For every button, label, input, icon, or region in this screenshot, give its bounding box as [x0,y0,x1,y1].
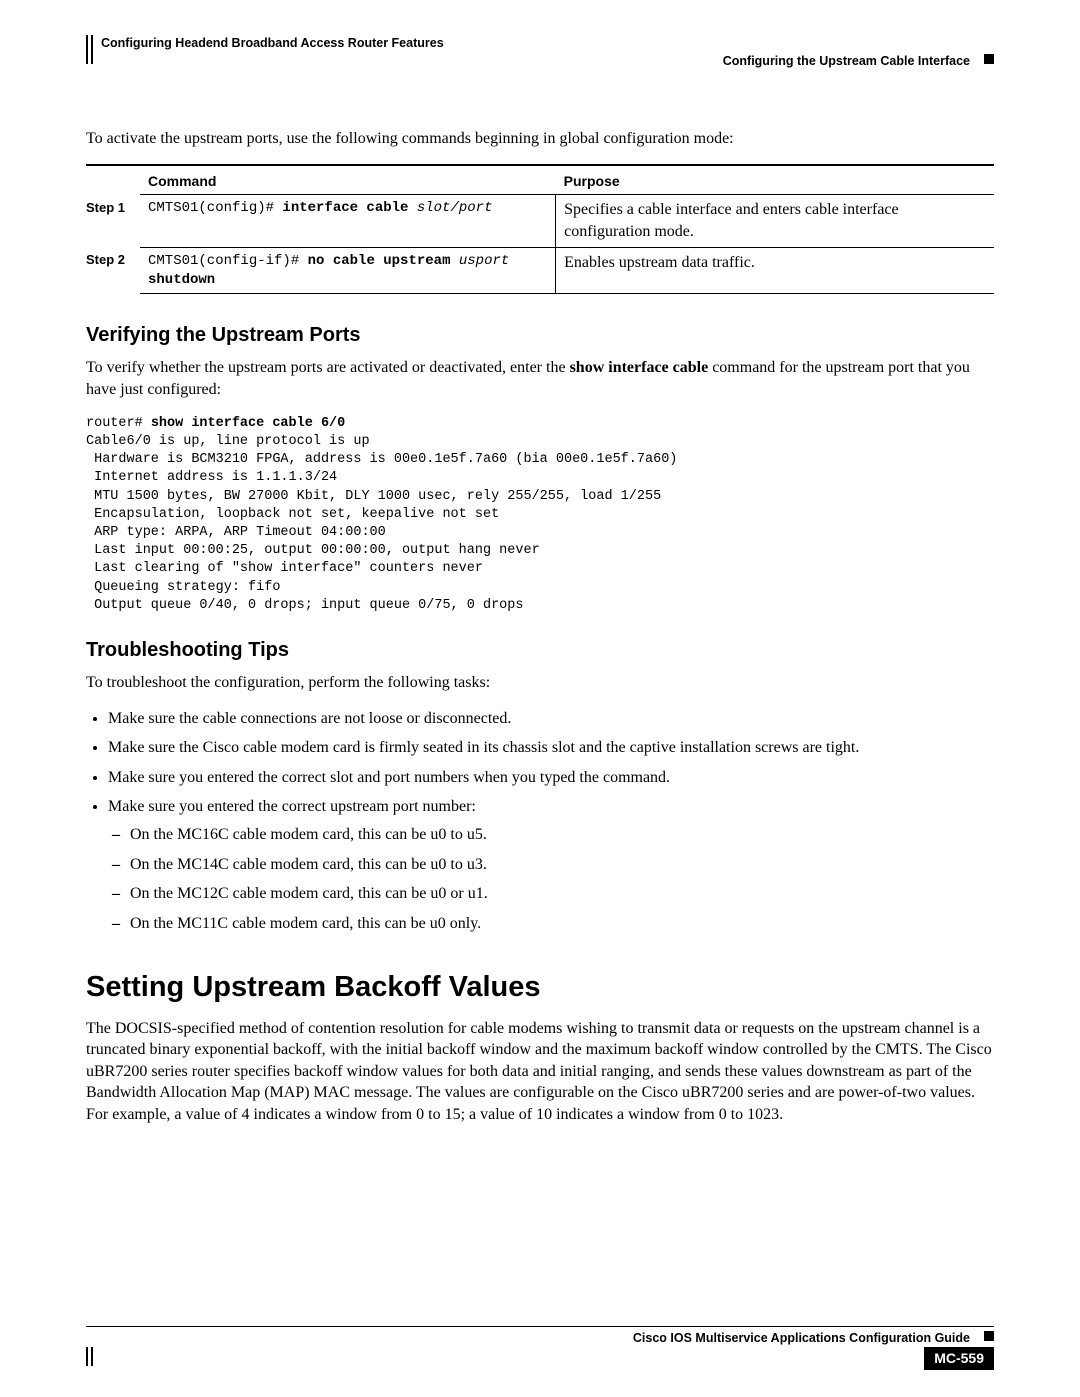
troubleshoot-heading: Troubleshooting Tips [86,637,994,664]
header-rule-marks [86,35,93,64]
list-item: On the MC16C cable modem card, this can … [130,824,994,846]
page-number: MC-559 [924,1347,994,1370]
troubleshoot-sublist: On the MC16C cable modem card, this can … [108,824,994,934]
table-row: Step 1 CMTS01(config)# interface cable s… [86,195,994,247]
list-item: On the MC12C cable modem card, this can … [130,883,994,905]
step-label: Step 2 [86,247,140,294]
step-label: Step 1 [86,195,140,247]
list-item: Make sure you entered the correct upstre… [108,796,994,934]
list-item: On the MC11C cable modem card, this can … [130,913,994,935]
purpose-cell: Specifies a cable interface and enters c… [556,195,994,247]
running-header-section: Configuring the Upstream Cable Interface [723,53,970,70]
troubleshoot-list: Make sure the cable connections are not … [86,708,994,935]
footer-square-icon [984,1331,994,1341]
footer-guide-title: Cisco IOS Multiservice Applications Conf… [86,1330,994,1347]
page-footer: Cisco IOS Multiservice Applications Conf… [86,1326,994,1347]
cli-output: router# show interface cable 6/0 Cable6/… [86,415,994,615]
list-item: Make sure you entered the correct slot a… [108,767,994,789]
running-header-chapter: Configuring Headend Broadband Access Rou… [101,35,444,52]
command-cell: CMTS01(config-if)# no cable upstream usp… [140,247,556,294]
list-item: On the MC14C cable modem card, this can … [130,854,994,876]
backoff-paragraph: The DOCSIS-specified method of contentio… [86,1018,994,1126]
header-square-icon [984,54,994,64]
verify-paragraph: To verify whether the upstream ports are… [86,357,994,400]
table-row: Step 2 CMTS01(config-if)# no cable upstr… [86,247,994,294]
intro-paragraph: To activate the upstream ports, use the … [86,128,994,150]
backoff-heading: Setting Upstream Backoff Values [86,968,994,1007]
col-command: Command [140,165,556,195]
verify-heading: Verifying the Upstream Ports [86,322,994,349]
list-item: Make sure the cable connections are not … [108,708,994,730]
list-item: Make sure the Cisco cable modem card is … [108,737,994,759]
footer-rule-marks [86,1347,93,1366]
col-purpose: Purpose [556,165,994,195]
command-table: Command Purpose Step 1 CMTS01(config)# i… [86,164,994,295]
troubleshoot-intro: To troubleshoot the configuration, perfo… [86,672,994,694]
purpose-cell: Enables upstream data traffic. [556,247,994,294]
command-cell: CMTS01(config)# interface cable slot/por… [140,195,556,247]
